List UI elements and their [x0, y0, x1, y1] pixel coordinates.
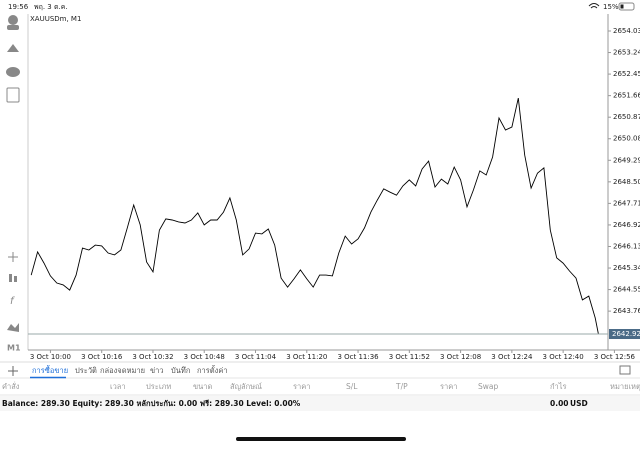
tab[interactable]: บันทึก: [171, 366, 190, 375]
y-tick-label: 2644.550: [613, 286, 640, 294]
x-tick-label: 3 Oct 12:56: [594, 353, 636, 361]
column-header: Swap: [478, 382, 498, 391]
chat-icon[interactable]: [6, 67, 20, 77]
toolbar: f: [6, 15, 20, 332]
tab[interactable]: ประวัติ: [75, 366, 97, 375]
account-icon[interactable]: [8, 15, 18, 25]
function-icon[interactable]: f: [10, 296, 15, 307]
x-tick-label: 3 Oct 11:04: [235, 353, 277, 361]
account-currency: USD: [570, 399, 588, 408]
battery-icon: [618, 2, 635, 11]
y-tick-label: 2648.500: [613, 178, 640, 186]
add-button[interactable]: [8, 366, 18, 376]
tab[interactable]: กล่องจดหมาย: [100, 366, 145, 375]
column-header: ราคา: [293, 382, 310, 391]
x-tick-label: 3 Oct 12:40: [543, 353, 584, 361]
indicator-icon[interactable]: [9, 274, 12, 282]
x-tick-label: 3 Oct 11:52: [389, 353, 430, 361]
y-tick-label: 2646.920: [613, 221, 640, 229]
wifi-icon: [588, 3, 600, 9]
column-header: สัญลักษณ์: [230, 382, 262, 391]
column-header: หมายเหตุ: [610, 382, 640, 391]
indicator-icon-b: [14, 276, 17, 282]
account-icon-body: [7, 25, 19, 30]
y-tick-label: 2654.030: [613, 27, 640, 35]
column-header: ขนาด: [193, 382, 212, 391]
y-tick-label: 2652.450: [613, 70, 640, 78]
x-tick-label: 3 Oct 11:36: [337, 353, 379, 361]
status-date: พฤ. 3 ต.ค.: [34, 3, 68, 11]
x-tick-label: 3 Oct 10:00: [30, 353, 71, 361]
column-header: S/L: [346, 382, 358, 391]
tab[interactable]: การซื้อขาย: [32, 365, 68, 375]
tab[interactable]: การตั้งค่า: [197, 365, 228, 375]
y-tick-label: 2647.710: [613, 199, 640, 207]
account-summary: Balance: 289.30 Equity: 289.30 หลักประกั…: [2, 399, 301, 408]
account-profit: 0.00: [550, 399, 569, 408]
x-tick-label: 3 Oct 10:16: [81, 353, 123, 361]
crosshair-icon[interactable]: [8, 252, 18, 262]
y-tick-label: 2651.660: [613, 92, 640, 100]
column-header: ราคา: [440, 382, 457, 391]
x-tick-label: 3 Oct 10:48: [184, 353, 225, 361]
column-header: ประเภท: [146, 382, 171, 391]
battery-level: [620, 4, 624, 9]
y-tick-label: 2646.130: [613, 242, 640, 250]
y-tick-label: 2650.870: [613, 113, 640, 121]
column-header: T/P: [395, 382, 408, 391]
price-line-series: [30, 98, 599, 335]
new-chart-icon[interactable]: [6, 87, 20, 103]
y-tick-label: 2649.290: [613, 156, 640, 164]
account-row: [0, 396, 640, 411]
timeframe[interactable]: M1: [7, 344, 21, 353]
column-header: กำไร: [550, 382, 567, 391]
home-indicator: [236, 437, 406, 441]
objects-icon[interactable]: [7, 323, 19, 332]
x-tick-label: 3 Oct 11:20: [286, 353, 327, 361]
x-tick-label: 3 Oct 10:32: [132, 353, 173, 361]
tab[interactable]: ข่าว: [150, 366, 164, 375]
y-tick-label: 2645.340: [613, 264, 640, 272]
x-tick-label: 3 Oct 12:08: [440, 353, 481, 361]
y-tick-label: 2653.240: [613, 49, 640, 57]
column-header: เวลา: [110, 382, 126, 391]
current-price-label: 2642.921: [612, 330, 640, 338]
current-price-box: [609, 329, 640, 340]
battery-percent: 15%: [603, 3, 619, 11]
y-tick-label: 2650.080: [613, 135, 640, 143]
layout-button[interactable]: [619, 365, 631, 375]
y-tick-label: 2643.760: [613, 307, 640, 315]
trade-icon[interactable]: [7, 44, 19, 52]
status-time: 19:56: [8, 3, 29, 11]
x-tick-label: 3 Oct 12:24: [491, 353, 533, 361]
column-header: คำสั่ง: [2, 381, 20, 391]
chart-title: XAUUSDm, M1: [30, 15, 81, 23]
